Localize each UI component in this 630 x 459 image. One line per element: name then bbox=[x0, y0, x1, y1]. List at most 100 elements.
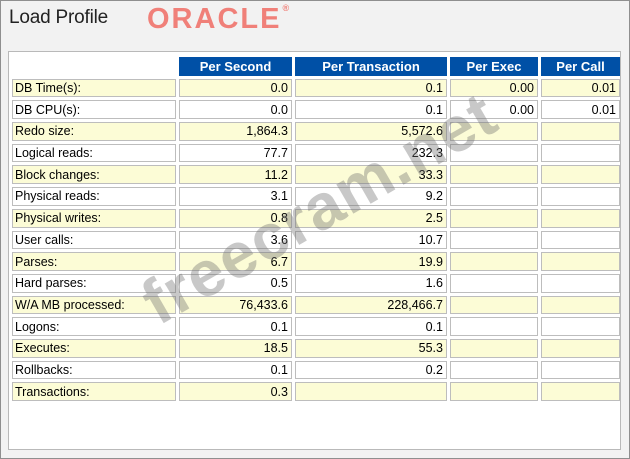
load-profile-table: Per Second Per Transaction Per Exec Per … bbox=[9, 54, 623, 404]
table-row: Parses: 6.7 19.9 bbox=[12, 252, 620, 271]
registered-mark: ® bbox=[282, 3, 290, 13]
row-label: W/A MB processed: bbox=[12, 295, 176, 315]
cell-per-transaction: 5,572.6 bbox=[295, 122, 447, 141]
cell-per-transaction: 55.3 bbox=[295, 338, 447, 358]
cell-per-second: 0.1 bbox=[179, 317, 292, 336]
cell-per-call bbox=[541, 317, 620, 336]
table-row: Redo size: 1,864.3 5,572.6 bbox=[12, 122, 620, 141]
table-row: Rollbacks: 0.1 0.2 bbox=[12, 360, 620, 380]
cell-per-exec bbox=[450, 252, 538, 271]
cell-per-second: 0.1 bbox=[179, 360, 292, 380]
cell-per-call bbox=[541, 295, 620, 315]
cell-per-transaction: 0.1 bbox=[295, 78, 447, 98]
load-profile-table-container: Per Second Per Transaction Per Exec Per … bbox=[8, 51, 621, 450]
row-label: Parses: bbox=[12, 252, 176, 271]
column-header-per-second: Per Second bbox=[179, 57, 292, 76]
cell-per-call bbox=[541, 165, 620, 185]
cell-per-transaction: 0.1 bbox=[295, 100, 447, 120]
cell-per-call bbox=[541, 187, 620, 206]
row-label: DB CPU(s): bbox=[12, 100, 176, 120]
table-row: DB CPU(s): 0.0 0.1 0.00 0.01 bbox=[12, 100, 620, 120]
cell-per-transaction: 19.9 bbox=[295, 252, 447, 271]
page-title: Load Profile bbox=[9, 7, 109, 28]
table-row: Physical writes: 0.8 2.5 bbox=[12, 208, 620, 228]
row-label: Transactions: bbox=[12, 382, 176, 401]
cell-per-exec: 0.00 bbox=[450, 78, 538, 98]
row-label: Physical writes: bbox=[12, 208, 176, 228]
table-body: DB Time(s): 0.0 0.1 0.00 0.01 DB CPU(s): 0.0 0.… bbox=[12, 78, 620, 401]
cell-per-exec bbox=[450, 273, 538, 293]
table-row: Transactions: 0.3 bbox=[12, 382, 620, 401]
cell-per-transaction: 2.5 bbox=[295, 208, 447, 228]
cell-per-transaction: 0.2 bbox=[295, 360, 447, 380]
cell-per-exec: 0.00 bbox=[450, 100, 538, 120]
cell-per-exec bbox=[450, 382, 538, 401]
column-header-per-call: Per Call bbox=[541, 57, 620, 76]
cell-per-call: 0.01 bbox=[541, 100, 620, 120]
cell-per-exec bbox=[450, 143, 538, 163]
row-label: Rollbacks: bbox=[12, 360, 176, 380]
cell-per-second: 0.8 bbox=[179, 208, 292, 228]
cell-per-second: 18.5 bbox=[179, 338, 292, 358]
cell-per-second: 3.6 bbox=[179, 230, 292, 250]
cell-per-transaction: 1.6 bbox=[295, 273, 447, 293]
cell-per-second: 11.2 bbox=[179, 165, 292, 185]
cell-per-transaction: 9.2 bbox=[295, 187, 447, 206]
cell-per-second: 0.3 bbox=[179, 382, 292, 401]
row-label: Executes: bbox=[12, 338, 176, 358]
cell-per-call bbox=[541, 338, 620, 358]
cell-per-transaction: 0.1 bbox=[295, 317, 447, 336]
cell-per-call bbox=[541, 208, 620, 228]
row-label: Hard parses: bbox=[12, 273, 176, 293]
cell-per-call bbox=[541, 252, 620, 271]
cell-per-transaction bbox=[295, 382, 447, 401]
column-header-blank bbox=[12, 57, 176, 76]
cell-per-second: 0.5 bbox=[179, 273, 292, 293]
table-row: Block changes: 11.2 33.3 bbox=[12, 165, 620, 185]
cell-per-transaction: 10.7 bbox=[295, 230, 447, 250]
cell-per-exec bbox=[450, 122, 538, 141]
cell-per-second: 77.7 bbox=[179, 143, 292, 163]
oracle-logo: ORACLE® bbox=[147, 3, 289, 36]
table-row: Logons: 0.1 0.1 bbox=[12, 317, 620, 336]
table-row: Logical reads: 77.7 232.3 bbox=[12, 143, 620, 163]
cell-per-exec bbox=[450, 295, 538, 315]
cell-per-exec bbox=[450, 187, 538, 206]
table-row: User calls: 3.6 10.7 bbox=[12, 230, 620, 250]
cell-per-exec bbox=[450, 165, 538, 185]
row-label: Block changes: bbox=[12, 165, 176, 185]
table-row: Physical reads: 3.1 9.2 bbox=[12, 187, 620, 206]
table-row: Hard parses: 0.5 1.6 bbox=[12, 273, 620, 293]
cell-per-exec bbox=[450, 338, 538, 358]
row-label: Logical reads: bbox=[12, 143, 176, 163]
cell-per-second: 76,433.6 bbox=[179, 295, 292, 315]
row-label: DB Time(s): bbox=[12, 78, 176, 98]
column-header-per-transaction: Per Transaction bbox=[295, 57, 447, 76]
cell-per-exec bbox=[450, 208, 538, 228]
table-header-row: Per Second Per Transaction Per Exec Per … bbox=[12, 57, 620, 76]
cell-per-call bbox=[541, 382, 620, 401]
cell-per-call bbox=[541, 122, 620, 141]
cell-per-call bbox=[541, 143, 620, 163]
cell-per-exec bbox=[450, 317, 538, 336]
column-header-per-exec: Per Exec bbox=[450, 57, 538, 76]
cell-per-exec bbox=[450, 360, 538, 380]
cell-per-transaction: 33.3 bbox=[295, 165, 447, 185]
cell-per-second: 1,864.3 bbox=[179, 122, 292, 141]
cell-per-transaction: 228,466.7 bbox=[295, 295, 447, 315]
table-row: DB Time(s): 0.0 0.1 0.00 0.01 bbox=[12, 78, 620, 98]
cell-per-call bbox=[541, 360, 620, 380]
row-label: Physical reads: bbox=[12, 187, 176, 206]
cell-per-second: 3.1 bbox=[179, 187, 292, 206]
cell-per-call bbox=[541, 230, 620, 250]
table-row: W/A MB processed: 76,433.6 228,466.7 bbox=[12, 295, 620, 315]
cell-per-second: 0.0 bbox=[179, 78, 292, 98]
logo-text: ORACLE bbox=[147, 3, 282, 35]
cell-per-call: 0.01 bbox=[541, 78, 620, 98]
row-label: User calls: bbox=[12, 230, 176, 250]
cell-per-second: 6.7 bbox=[179, 252, 292, 271]
row-label: Redo size: bbox=[12, 122, 176, 141]
row-label: Logons: bbox=[12, 317, 176, 336]
cell-per-transaction: 232.3 bbox=[295, 143, 447, 163]
